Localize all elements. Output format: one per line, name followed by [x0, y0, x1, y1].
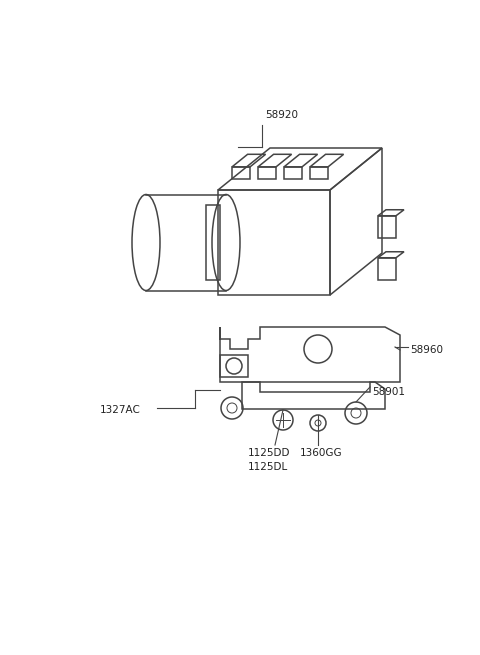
Text: 58901: 58901 — [372, 387, 405, 397]
Text: 1125DD: 1125DD — [248, 448, 290, 458]
Text: 58960: 58960 — [410, 345, 443, 355]
Text: 58920: 58920 — [265, 110, 298, 120]
Text: 1327AC: 1327AC — [100, 405, 141, 415]
Text: 1360GG: 1360GG — [300, 448, 343, 458]
Text: 1125DL: 1125DL — [248, 462, 288, 472]
